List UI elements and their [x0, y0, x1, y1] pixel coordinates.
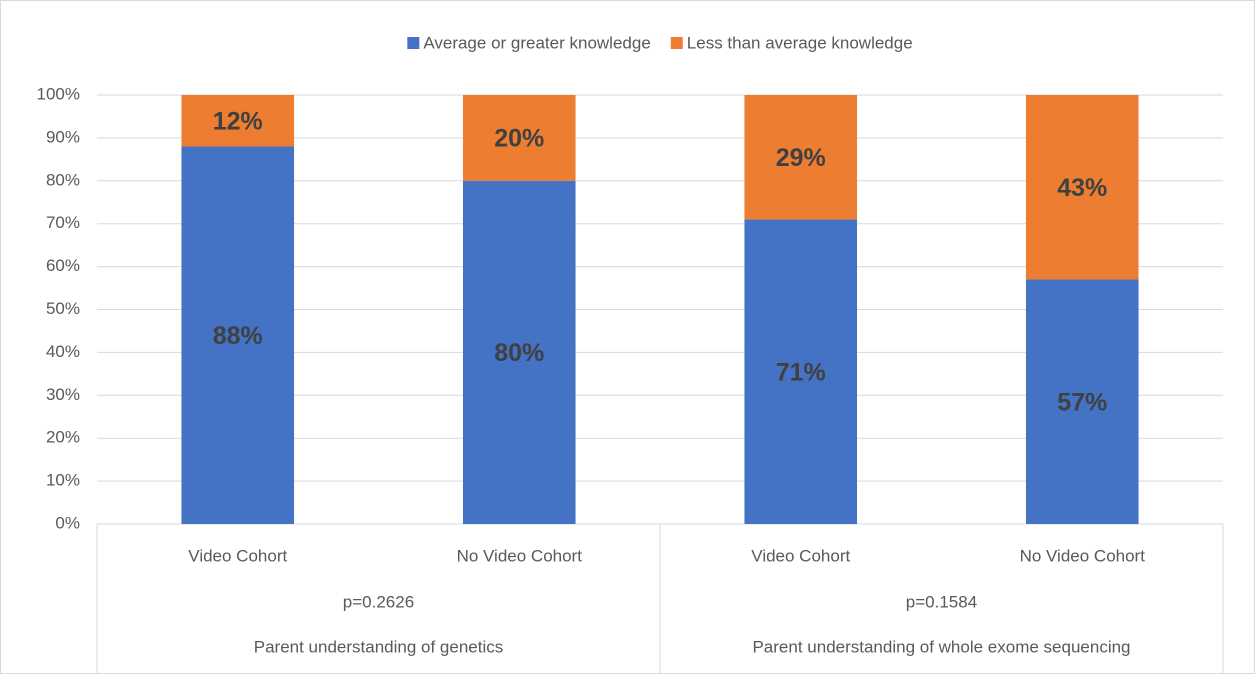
data-label: 12% [213, 107, 263, 135]
x-tick-label: No Video Cohort [1020, 546, 1146, 565]
group-note: p=0.1584 [906, 592, 977, 611]
legend-label: Average or greater knowledge [423, 33, 650, 52]
x-tick-label: Video Cohort [751, 546, 850, 565]
bar-segment [181, 95, 295, 147]
x-tick-label: Video Cohort [188, 546, 287, 565]
bar-segment [744, 95, 858, 220]
legend-swatch [407, 37, 420, 49]
group-note: p=0.2626 [343, 592, 414, 611]
y-tick-label: 20% [46, 428, 80, 447]
bar-segment [462, 95, 576, 181]
bar-segment [181, 146, 295, 525]
data-label: 43% [1057, 174, 1107, 202]
y-tick-label: 90% [46, 127, 80, 146]
data-label: 57% [1057, 388, 1107, 416]
y-tick-label: 0% [55, 513, 80, 532]
legend-swatch [670, 37, 683, 49]
y-tick-label: 80% [46, 170, 80, 189]
y-tick-label: 60% [46, 256, 80, 275]
y-tick-label: 30% [46, 385, 80, 404]
y-tick-label: 70% [46, 213, 80, 232]
legend-label: Less than average knowledge [687, 33, 913, 52]
data-label: 29% [776, 144, 826, 172]
data-label: 88% [213, 322, 263, 350]
y-tick-label: 50% [46, 299, 80, 318]
x-tick-label: No Video Cohort [457, 546, 583, 565]
y-tick-label: 10% [46, 471, 80, 490]
group-label: Parent understanding of whole exome sequ… [752, 637, 1130, 656]
data-label: 80% [494, 339, 544, 367]
y-tick-label: 100% [37, 84, 80, 103]
data-label: 20% [494, 125, 544, 153]
bar-segment [744, 219, 858, 524]
bar-segment [462, 180, 576, 525]
y-tick-label: 40% [46, 342, 80, 361]
data-label: 71% [776, 358, 826, 386]
group-label: Parent understanding of genetics [254, 637, 504, 656]
bar-segment [1025, 95, 1139, 280]
bar-segment [1025, 279, 1139, 524]
